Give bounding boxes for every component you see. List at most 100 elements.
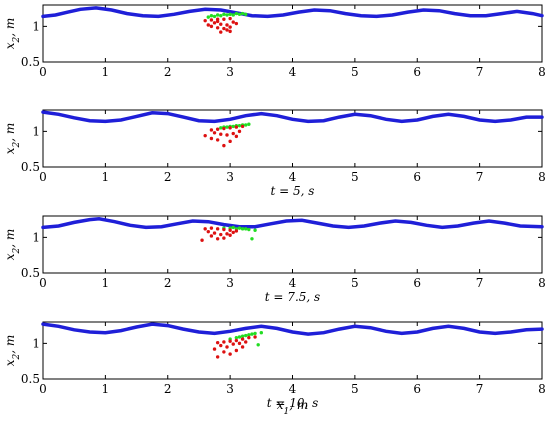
red-particles [212,335,257,359]
data-point [228,352,232,356]
data-point [215,13,220,17]
x-tick-label: 8 [538,65,546,79]
data-point [209,24,214,29]
data-point [228,233,232,237]
data-point [231,124,235,129]
data-point [228,16,232,21]
data-point [240,11,245,16]
data-point [222,12,226,16]
x-tick-label: 2 [164,170,172,184]
data-point [200,238,204,242]
data-point [247,122,251,126]
green-particles [206,11,248,19]
x-tick-label: 1 [102,276,110,290]
data-point [215,19,220,24]
data-point [215,237,220,241]
data-point [228,139,232,144]
y-tick-label: 1 [32,230,40,244]
data-point [219,126,223,130]
y-tick-label: 1 [32,19,40,33]
time-label: t = 5, s [271,184,315,198]
data-point [225,345,229,349]
data-point [222,227,226,232]
data-point [212,21,217,25]
subplot-3: 0 1 2 3 4 5 6 7 8 0.5 1 x2, m t = 7.5, s [3,215,546,304]
data-point [234,335,239,340]
data-point [219,30,223,34]
x-tick-label: 0 [39,65,47,79]
y-tick-label: 0.5 [21,55,40,69]
data-point [244,333,248,338]
data-point [215,340,220,345]
data-point [219,132,223,136]
data-point [228,25,232,29]
data-point [247,227,251,232]
data-point [231,20,235,24]
data-point [244,340,248,344]
x-tick-label: 6 [413,382,421,396]
y-tick-label: 1 [32,124,40,138]
x-tick-label: 4 [289,276,297,290]
data-point [244,227,248,231]
x-tick-label: 0 [39,276,47,290]
x-axis-label: x1, m [277,398,309,417]
data-point [247,335,251,340]
data-point [215,355,220,359]
data-point [234,338,239,343]
data-point [234,134,239,139]
data-point [240,227,245,231]
x-tick-label: 2 [164,65,172,79]
data-point [225,133,229,137]
data-point [222,17,226,21]
wave-surface-line [41,6,544,19]
red-particles [203,124,245,148]
data-point [234,21,239,26]
data-point [234,229,239,233]
y-axis-label: x2, m [3,335,22,367]
red-particles [200,226,239,242]
data-point [225,23,229,27]
data-point [244,12,248,16]
data-point [215,138,220,142]
data-point [206,23,210,27]
x-tick-label: 4 [289,382,297,396]
data-point [244,123,248,127]
data-point [253,331,257,336]
data-point [237,129,242,134]
x-tick-label: 4 [289,65,297,79]
data-point [222,350,226,354]
data-point [231,342,235,346]
x-tick-label: 7 [476,382,484,396]
x-tick-label: 4 [289,170,297,184]
data-point [250,332,254,336]
data-point [231,131,235,136]
data-point [225,232,229,236]
data-point [234,125,239,129]
data-point [206,15,210,19]
data-point [215,227,220,231]
data-point [240,124,245,129]
data-point [215,26,220,30]
data-point [215,127,220,131]
data-point [259,330,264,335]
red-particles [203,16,239,34]
data-point [237,226,242,230]
data-point [222,143,226,148]
data-point [219,343,223,348]
x-tick-label: 1 [102,65,110,79]
data-point [231,230,235,235]
x-tick-label: 6 [413,65,421,79]
x-tick-label: 2 [164,382,172,396]
x-tick-label: 7 [476,170,484,184]
data-point [212,231,217,235]
data-point [225,28,229,32]
time-label: t = 10, s [267,396,319,410]
data-point [240,345,245,349]
data-point [203,18,207,23]
data-point [206,229,210,234]
data-point [237,341,242,346]
y-tick-label: 1 [32,336,40,350]
data-point [219,13,223,18]
data-point [222,236,226,240]
data-point [209,13,214,18]
